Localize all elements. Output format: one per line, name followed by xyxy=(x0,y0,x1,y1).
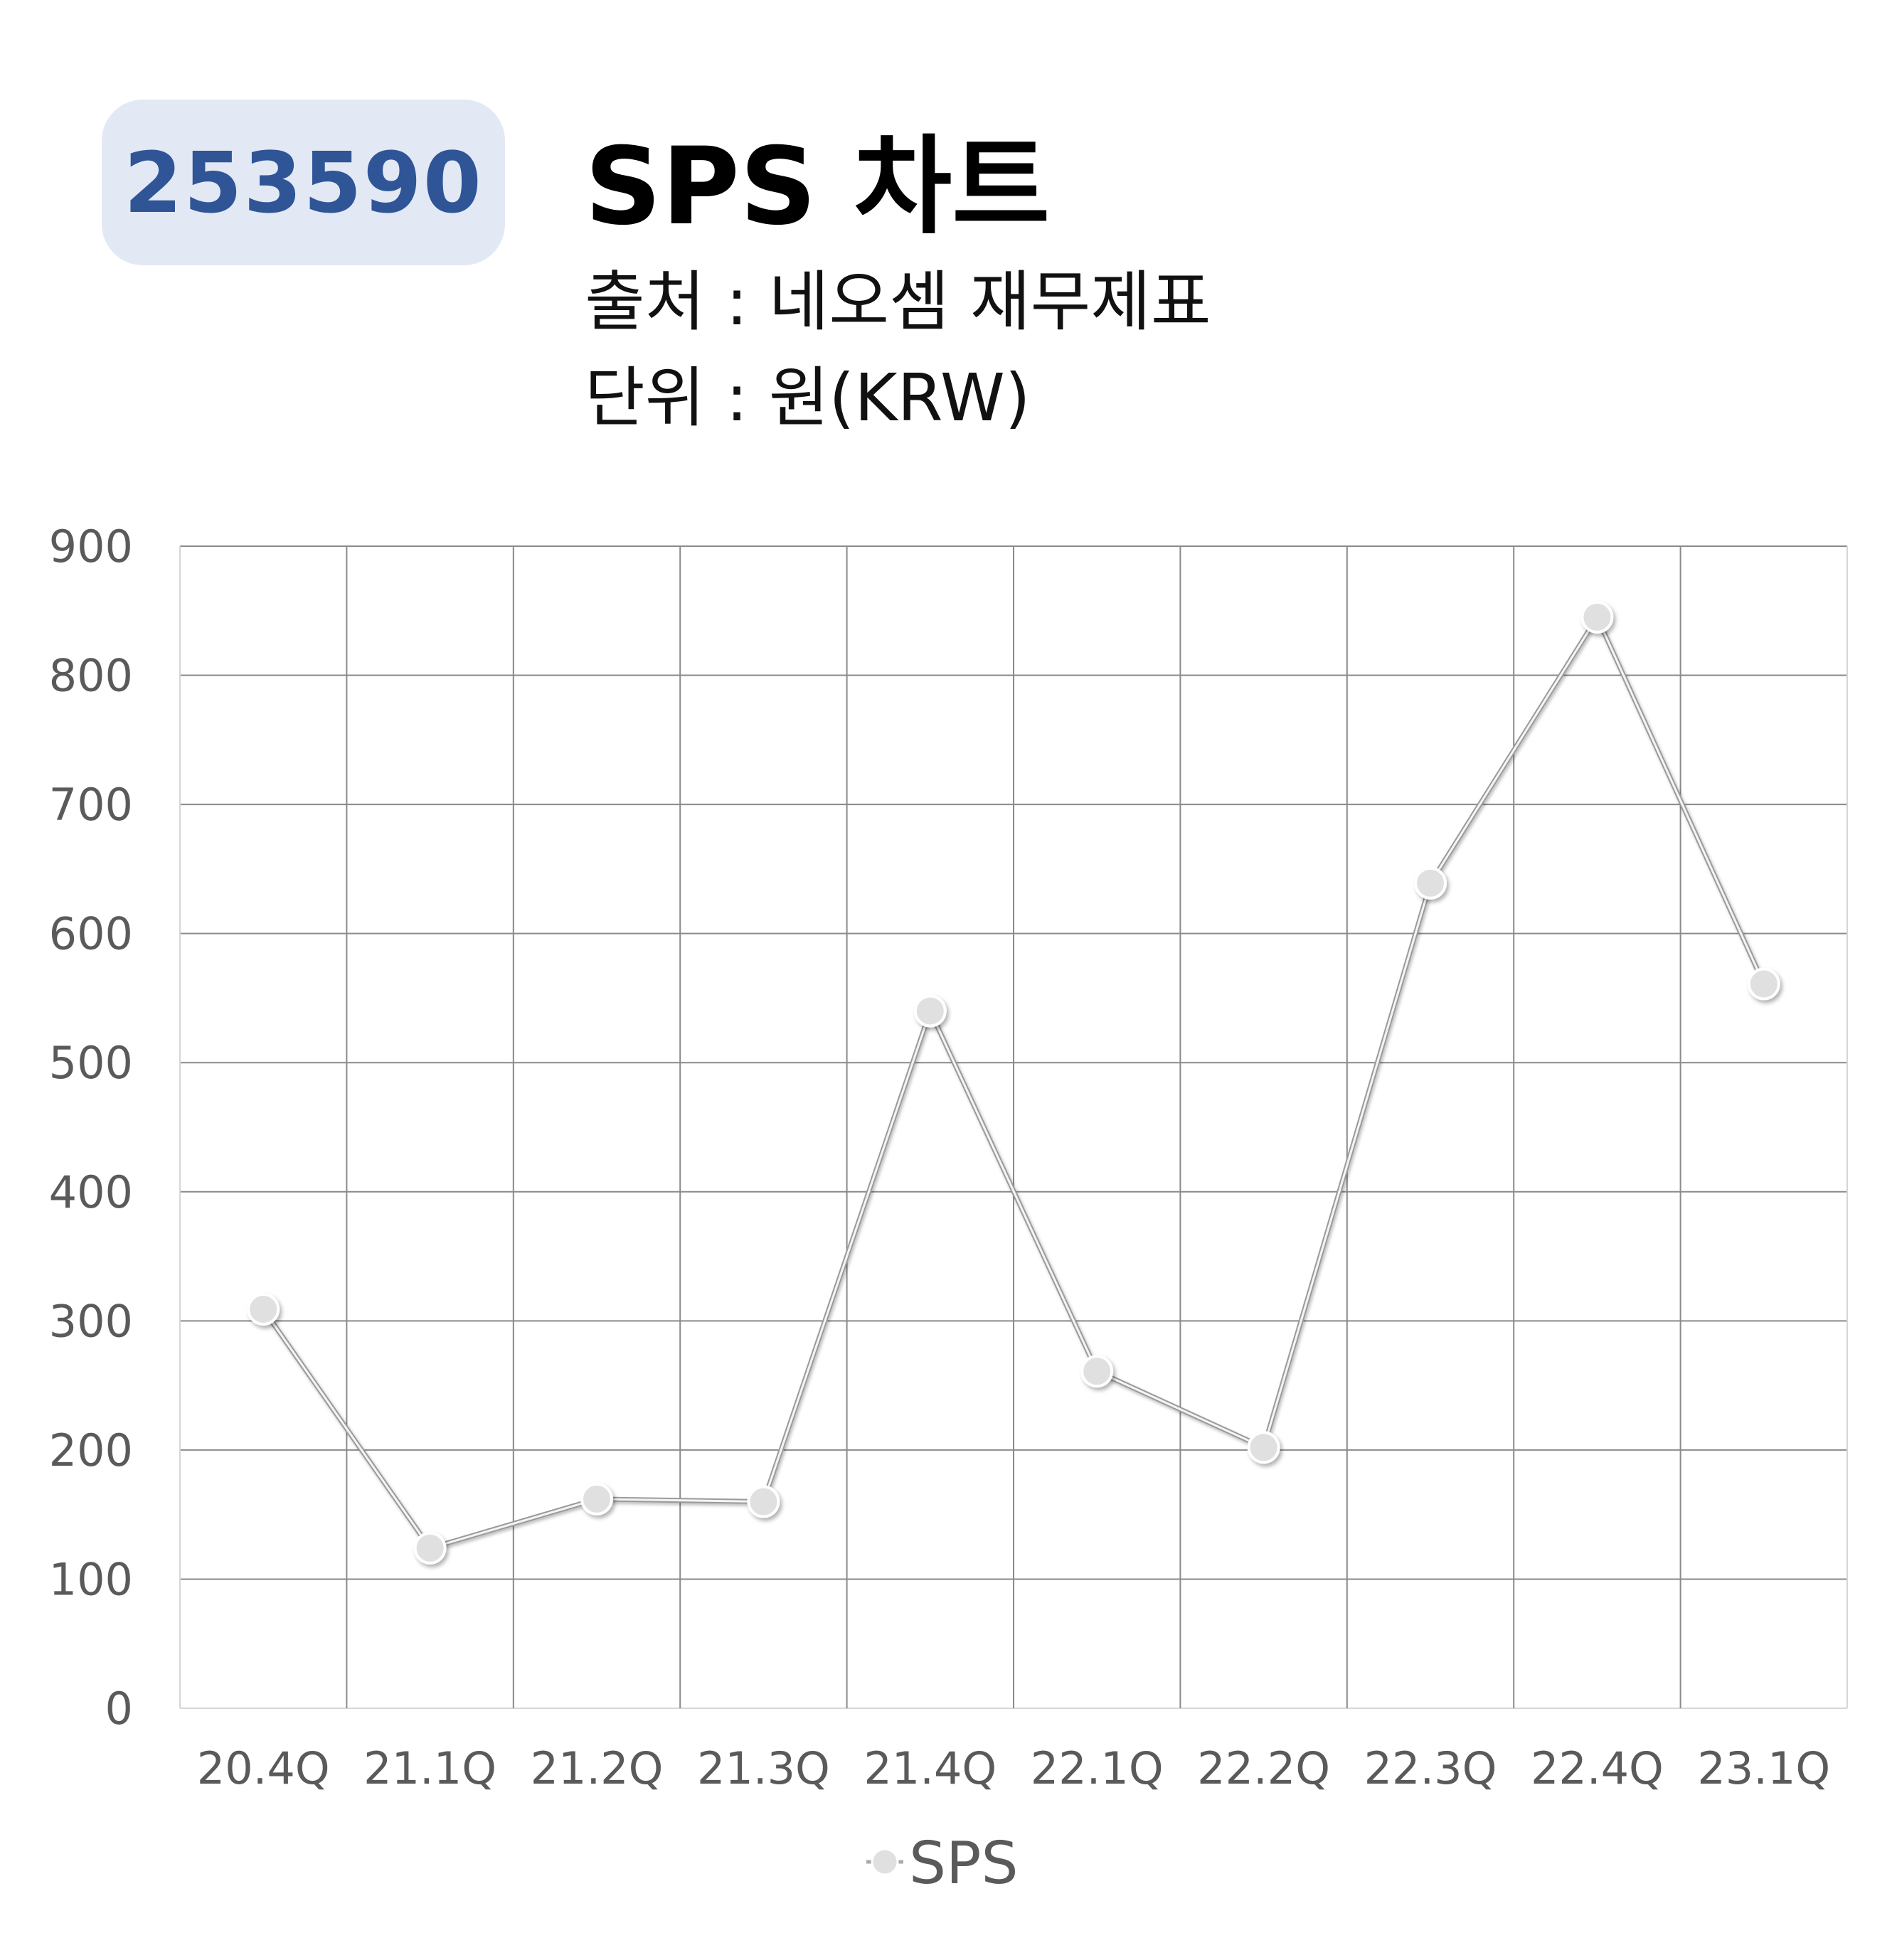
x-tick-label: 21.1Q xyxy=(363,1742,496,1794)
y-tick-label: 600 xyxy=(49,908,133,960)
y-tick-label: 700 xyxy=(49,779,133,831)
x-tick-label: 21.4Q xyxy=(864,1742,997,1794)
y-axis: 0 100 200 300 400 500 600 700 800 900 xyxy=(49,521,133,1735)
chart-title: SPS 차트 xyxy=(585,125,1051,249)
y-tick-label: 0 xyxy=(105,1683,133,1735)
grid xyxy=(179,545,1848,1709)
x-tick-label: 22.2Q xyxy=(1197,1742,1330,1794)
series-line xyxy=(262,616,1765,1550)
data-point xyxy=(1080,1355,1114,1388)
x-tick-label: 20.4Q xyxy=(197,1742,330,1794)
x-tick-label: 22.3Q xyxy=(1364,1742,1497,1794)
chart-unit: 단위 : 원(KRW) xyxy=(585,360,1031,436)
ticker-code: 253590 xyxy=(124,133,483,232)
y-tick-label: 500 xyxy=(49,1037,133,1089)
x-tick-label: 23.1Q xyxy=(1697,1742,1830,1794)
y-tick-label: 100 xyxy=(49,1553,133,1605)
data-point xyxy=(413,1531,447,1565)
data-point xyxy=(913,994,947,1028)
y-tick-label: 800 xyxy=(49,650,133,702)
y-tick-label: 200 xyxy=(49,1424,133,1476)
data-point xyxy=(1580,600,1614,634)
chart-source: 출처 : 네오셈 재무제표 xyxy=(585,264,1211,340)
y-tick-label: 300 xyxy=(49,1295,133,1347)
y-tick-label: 400 xyxy=(49,1166,133,1218)
y-tick-label: 900 xyxy=(49,521,133,572)
x-tick-label: 21.3Q xyxy=(697,1742,830,1794)
x-tick-label: 22.1Q xyxy=(1031,1742,1164,1794)
series-sps xyxy=(247,600,1780,1565)
legend-marker-icon xyxy=(871,1848,899,1876)
x-tick-label: 22.4Q xyxy=(1531,1742,1664,1794)
ticker-badge: 253590 xyxy=(102,100,505,265)
legend-label: SPS xyxy=(909,1830,1019,1897)
data-point xyxy=(1747,967,1780,1001)
legend: SPS xyxy=(866,1830,1019,1897)
data-point xyxy=(747,1485,780,1518)
data-point xyxy=(1247,1431,1280,1464)
data-point xyxy=(247,1292,280,1326)
x-axis: 20.4Q 21.1Q 21.2Q 21.3Q 21.4Q 22.1Q 22.2Q 22.3Q… xyxy=(197,1742,1830,1794)
data-point xyxy=(580,1482,613,1516)
x-tick-label: 21.2Q xyxy=(531,1742,664,1794)
data-point xyxy=(1414,866,1447,900)
